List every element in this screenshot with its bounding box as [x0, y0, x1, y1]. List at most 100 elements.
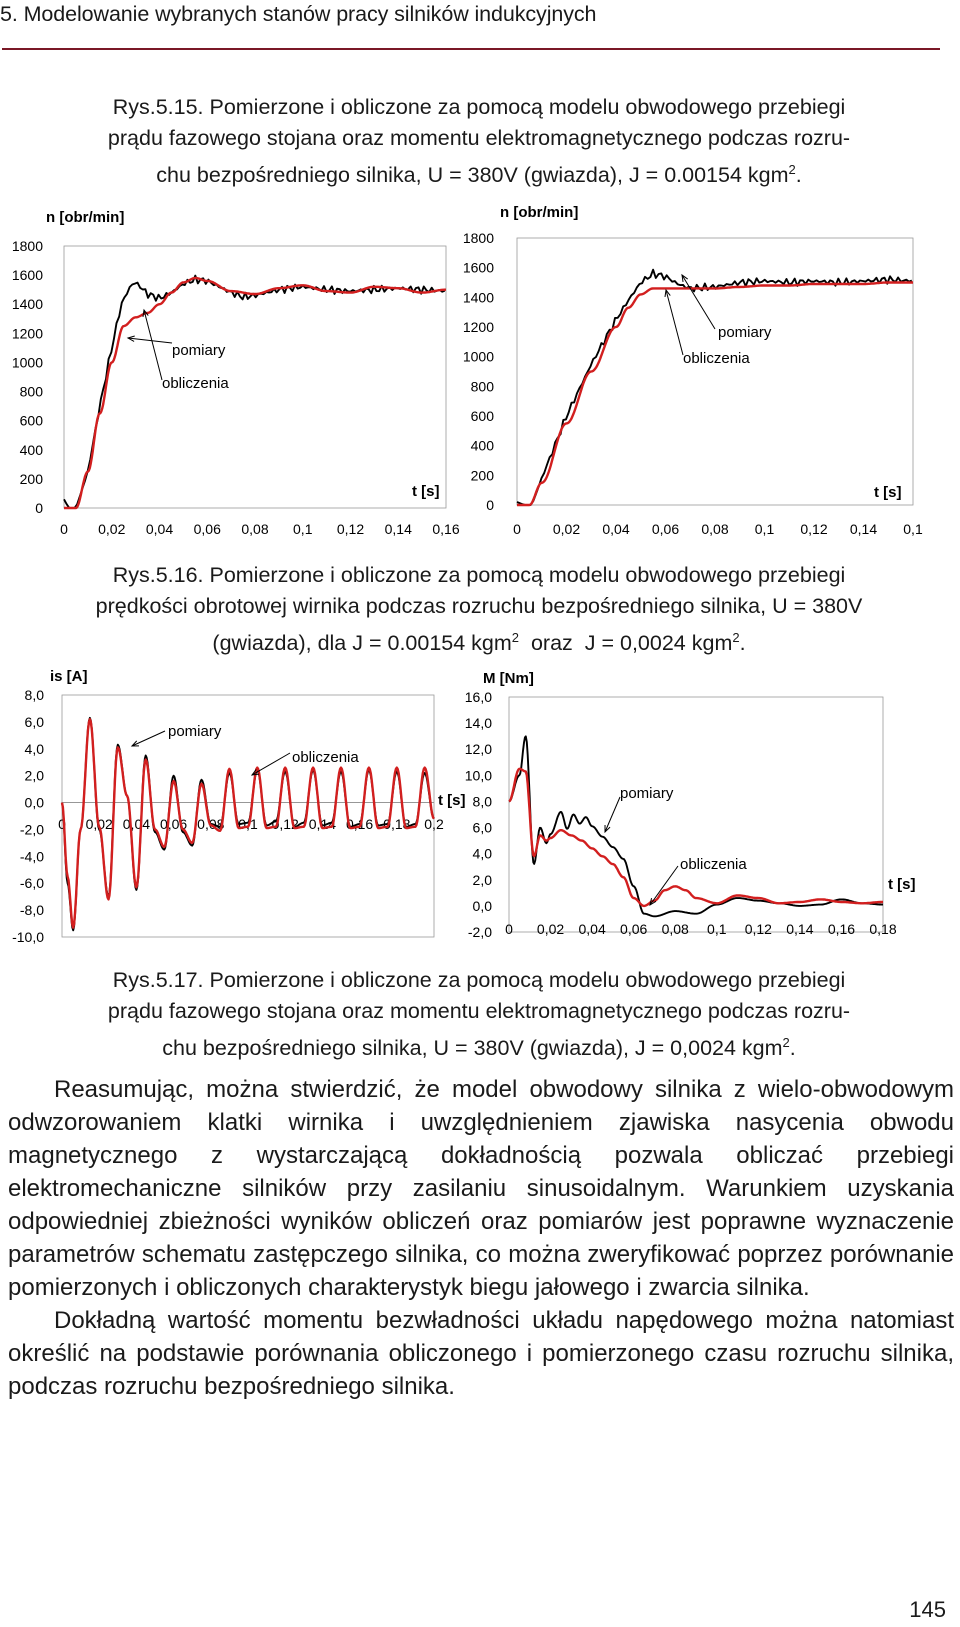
x-axis-title: t [s]	[874, 484, 902, 501]
y-tick-label: 1200	[12, 325, 43, 341]
y-tick-label: 1600	[12, 267, 43, 283]
y-tick-label: 200	[471, 467, 495, 483]
annotation-arrowhead	[604, 824, 611, 834]
annotation-label: obliczenia	[680, 856, 747, 873]
x-tick-label: 0	[58, 816, 66, 832]
y-tick-label: 1000	[12, 354, 43, 370]
body-paragraph: Reasumując, można stwierdzić, że model o…	[8, 1076, 954, 1301]
annotation-arrow-line	[127, 337, 173, 344]
annotation-label: pomiary	[620, 785, 674, 802]
y-tick-label: 0,0	[25, 795, 45, 811]
caption-text: (gwiazda), dla J = 0.00154 kgm	[212, 631, 512, 656]
caption-line: prądu fazowego stojana oraz momentu elek…	[107, 999, 851, 1023]
header-rule	[2, 48, 940, 50]
y-tick-label: 400	[471, 438, 495, 454]
y-tick-label: 800	[471, 378, 495, 394]
y-axis-title: n [obr/min]	[46, 209, 124, 226]
x-tick-label: 0,04	[602, 521, 629, 537]
annotation-arrowhead	[664, 288, 671, 297]
caption-text: .	[789, 1036, 796, 1061]
x-tick-label: 0,12	[337, 521, 364, 537]
x-tick-label: 0,08	[241, 521, 268, 537]
x-tick-label: 0,08	[701, 521, 728, 537]
x-tick-label: 0	[513, 521, 521, 537]
y-tick-label: 6,0	[473, 820, 493, 836]
y-axis-title: is [A]	[50, 668, 88, 685]
x-tick-label: 0,04	[123, 816, 150, 832]
chart-speed-J1: 1800 1600 1400 1200 1000 800 600 400 200 0 0 0,02 0,…	[12, 209, 460, 537]
y-tick-label: 0	[35, 500, 43, 516]
x-tick-label: 0,12	[272, 816, 299, 832]
y-tick-label: 6,0	[25, 714, 45, 730]
y-tick-label: 14,0	[465, 715, 492, 731]
y-tick-label: 1400	[463, 289, 494, 305]
y-tick-label: 16,0	[465, 689, 492, 705]
page-number: 145	[909, 1597, 946, 1622]
x-tick-label: 0	[60, 521, 68, 537]
y-tick-label: -10,0	[12, 929, 44, 945]
annotation-arrow-line	[131, 730, 166, 747]
annotation-arrowhead	[142, 308, 149, 317]
annotation-label: pomiary	[718, 324, 772, 341]
caption-text: chu bezpośredniego silnika, U = 380V (gw…	[156, 163, 789, 188]
caption-text: .	[739, 631, 746, 656]
y-tick-label: 8,0	[25, 687, 45, 703]
caption-fig-5-17: Rys.5.17. Pomierzone i obliczone za pomo…	[14, 965, 944, 1064]
caption-line: prędkości obrotowej wirnika podczas rozr…	[95, 594, 863, 618]
y-tick-label: 0,0	[473, 898, 493, 914]
annotation-arrow-line	[143, 309, 163, 381]
caption-fig-5-16: Rys.5.16. Pomierzone i obliczone za pomo…	[14, 560, 944, 659]
caption-text: oraz J = 0,0024 kgm	[519, 631, 733, 656]
annotation-arrowhead	[649, 898, 657, 907]
x-tick-label: 0,1	[293, 521, 313, 537]
y-tick-label: 1400	[12, 296, 43, 312]
annotation-arrow-line	[681, 274, 716, 330]
y-tick-label: 600	[471, 408, 495, 424]
chapter-header: 5. Modelowanie wybranych stanów pracy si…	[0, 2, 597, 26]
caption-superscript: 2	[782, 1035, 790, 1050]
caption-text: chu bezpośredniego silnika, U = 380V (gw…	[162, 1036, 783, 1061]
caption-line: Rys.5.15. Pomierzone i obliczone za pomo…	[112, 95, 846, 119]
x-tick-label: 0,16	[828, 921, 855, 937]
y-tick-label: -8,0	[20, 902, 44, 918]
caption-line: prądu fazowego stojana oraz momentu elek…	[107, 126, 851, 150]
caption-superscript: 2	[732, 630, 740, 645]
x-tick-label: 0,02	[537, 921, 564, 937]
caption-line: Rys.5.16. Pomierzone i obliczone za pomo…	[112, 563, 846, 587]
body-text: Reasumując, można stwierdzić, że model o…	[8, 1073, 954, 1403]
caption-fig-5-15: Rys.5.15. Pomierzone i obliczone za pomo…	[14, 92, 944, 191]
x-axis-title: t [s]	[888, 876, 916, 893]
y-tick-label: -4,0	[20, 848, 44, 864]
caption-superscript: 2	[511, 630, 520, 645]
series-line-obliczenia	[516, 281, 914, 507]
body-paragraph: Dokładną wartość momentu bezwładności uk…	[8, 1307, 954, 1400]
x-tick-label: 0,06	[652, 521, 679, 537]
plot-area	[516, 237, 914, 506]
y-tick-label: 0	[486, 497, 494, 513]
chart-torque-J2: 16,0 14,0 12,0 10,0 8,0 6,0 4,0 2,0 0,0 -2,0 0 0,02…	[465, 670, 916, 940]
y-tick-label: 1000	[463, 349, 494, 365]
x-tick-label: 0	[505, 921, 513, 937]
annotation-label: pomiary	[172, 342, 226, 359]
x-axis-title: t [s]	[438, 792, 466, 809]
chart-speed-J2: 1800 1600 1400 1200 1000 800 600 400 200 0 0 0,02 0,…	[463, 204, 923, 537]
x-tick-label: 0,04	[146, 521, 173, 537]
y-tick-label: 12,0	[465, 741, 492, 757]
plot-area	[61, 694, 435, 938]
x-tick-label: 0,16	[432, 521, 459, 537]
chart-current-J2: 8,0 6,0 4,0 2,0 0,0 -2,0 -4,0 -6,0 -8,0 -10,0 0 0,0…	[12, 668, 465, 945]
series-line-obliczenia	[508, 767, 884, 908]
y-tick-label: 1800	[463, 230, 494, 246]
y-tick-label: 8,0	[473, 793, 493, 809]
y-tick-label: 4,0	[473, 846, 493, 862]
series-line-pomiary	[508, 735, 884, 918]
annotation-label: obliczenia	[162, 375, 229, 392]
y-tick-label: 10,0	[465, 767, 492, 783]
x-tick-label: 0,02	[553, 521, 580, 537]
speed-charts: 1800 1600 1400 1200 1000 800 600 400 200 0 0 0,02 0,…	[12, 204, 923, 537]
y-tick-label: 2,0	[25, 768, 45, 784]
series-line-obliczenia	[60, 718, 435, 929]
caption-text: .	[795, 163, 802, 188]
annotation-arrowhead	[681, 273, 688, 282]
annotation-arrowhead	[130, 740, 140, 747]
